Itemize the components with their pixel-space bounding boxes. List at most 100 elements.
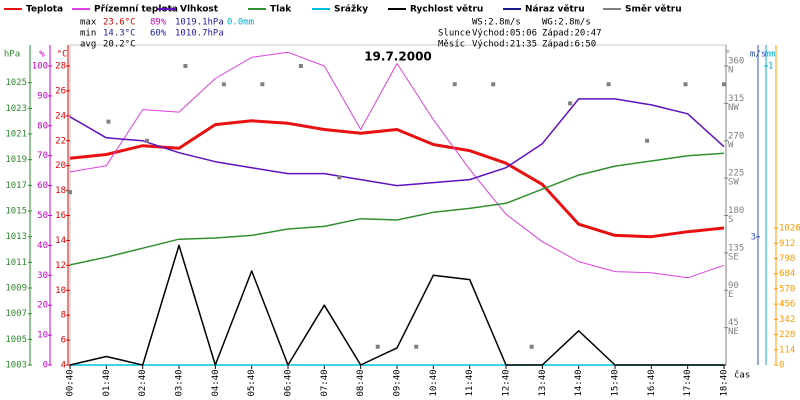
y-tick-label: 18	[55, 186, 66, 196]
x-tick-label: 14:40	[574, 369, 584, 396]
axis-unit: °C	[57, 50, 68, 60]
x-tick-label: 12:40	[502, 369, 512, 396]
legend-label: Směr větru	[625, 4, 682, 15]
compass-label: E	[728, 290, 733, 300]
legend-label: Náraz větru	[525, 4, 585, 15]
direction-marker	[298, 64, 303, 68]
y-tick-label: 6	[61, 336, 66, 346]
direction-marker	[491, 82, 496, 87]
y-tick-label: 0	[43, 361, 48, 371]
compass-label: S	[728, 215, 733, 225]
y-tick-label: 1	[768, 62, 773, 72]
x-tick-label: 01:40	[102, 369, 112, 396]
y-tick-label: 45	[728, 318, 739, 328]
y-tick-label: 10	[55, 286, 66, 296]
x-tick-label: 17:40	[683, 369, 693, 396]
x-tick-label: 06:40	[284, 369, 294, 396]
y-tick-label: 912	[779, 239, 795, 249]
stat: avg	[80, 40, 96, 50]
x-tick-label: 03:40	[175, 369, 185, 396]
y-tick-label: 70	[37, 151, 48, 161]
stat: Západ:6:50	[542, 40, 596, 50]
direction-marker	[414, 344, 419, 349]
x-tick-label: 16:40	[647, 369, 657, 396]
direction-marker	[68, 190, 72, 195]
direction-marker	[337, 175, 342, 180]
x-tick-label: 10:40	[429, 369, 439, 396]
y-tick-label: 50	[37, 211, 48, 221]
y-tick-label: 12	[55, 261, 66, 271]
y-tick-label: 225	[728, 169, 744, 179]
direction-marker	[645, 138, 650, 143]
compass-label: SE	[728, 252, 739, 262]
x-tick-label: 13:40	[538, 369, 548, 396]
legend-label: Tlak	[270, 5, 292, 15]
direction-marker	[452, 82, 457, 87]
axis-unit: mm	[765, 50, 776, 60]
stat: min	[80, 29, 96, 39]
x-tick-label: 09:40	[393, 369, 403, 396]
x-tick-label: 00:40	[66, 369, 76, 396]
y-tick-label: 1026	[779, 224, 800, 234]
y-tick-label: 798	[779, 254, 795, 264]
y-tick-label: 1013	[5, 232, 27, 242]
y-tick-label: 135	[728, 243, 744, 253]
y-tick-label: 360	[728, 57, 744, 67]
direction-marker	[260, 82, 265, 87]
stat: 20.2°C	[103, 40, 136, 50]
legend-label: Teplota	[26, 5, 63, 15]
axis-unit: %	[39, 50, 45, 60]
y-tick-label: 228	[779, 330, 795, 340]
y-tick-label: 315	[728, 94, 744, 104]
y-tick-label: 8	[61, 311, 66, 321]
x-tick-label: 07:40	[320, 369, 330, 396]
y-tick-label: 1003	[5, 361, 27, 371]
x-tick-label: 08:40	[356, 369, 366, 396]
x-tick-label: 18:40	[720, 369, 730, 396]
direction-marker	[568, 101, 573, 106]
legend-label: Přízemní teplota	[94, 5, 178, 15]
direction-marker	[221, 82, 226, 87]
stat: 60%	[150, 29, 167, 39]
y-tick-label: 22	[55, 136, 66, 146]
stat: WS:2.8m/s	[472, 18, 521, 28]
legend-label: Vlhkost	[180, 5, 219, 15]
compass-label: N	[728, 66, 733, 76]
x-axis-label: čas	[734, 370, 750, 381]
y-tick-label: 684	[779, 269, 795, 279]
y-tick-label: 90	[37, 91, 48, 101]
compass-label: W	[728, 140, 734, 150]
series-line	[69, 119, 725, 239]
y-tick-label: 10	[37, 331, 48, 341]
x-tick-label: 04:40	[211, 369, 221, 396]
y-tick-label: 1017	[5, 181, 27, 191]
series-line	[69, 51, 725, 279]
y-tick-label: 3	[751, 232, 756, 242]
y-tick-label: 28	[55, 62, 66, 72]
y-tick-label: 342	[779, 315, 795, 325]
series-line	[69, 98, 725, 187]
y-tick-label: 80	[37, 121, 48, 131]
y-tick-label: 90	[728, 281, 739, 291]
y-tick-label: 26	[55, 86, 66, 96]
y-tick-label: 1009	[5, 284, 27, 294]
y-tick-label: 1019	[5, 155, 27, 165]
plot-area	[69, 44, 727, 366]
stat: max	[80, 18, 97, 28]
y-tick-label: 1011	[5, 258, 27, 268]
y-tick-label: 1015	[5, 207, 27, 217]
compass-label: NE	[728, 327, 739, 337]
stat: WG:2.8m/s	[542, 18, 591, 28]
direction-marker	[375, 344, 380, 349]
y-tick-label: 1025	[5, 78, 27, 88]
direction-marker	[529, 344, 534, 349]
y-tick-label: 20	[55, 161, 66, 171]
axis-unit: hPa	[4, 50, 20, 60]
stat: 89%	[150, 18, 167, 28]
stat: 0.0mm	[227, 18, 254, 28]
y-tick-label: 180	[728, 206, 744, 216]
y-tick-label: 24	[55, 111, 66, 121]
compass-label: SW	[728, 178, 739, 188]
stats: max 23.6°C 89% 1019.1hPa 0.0mm min 14.3°…	[80, 18, 602, 50]
y-tick-label: 1021	[5, 130, 27, 140]
